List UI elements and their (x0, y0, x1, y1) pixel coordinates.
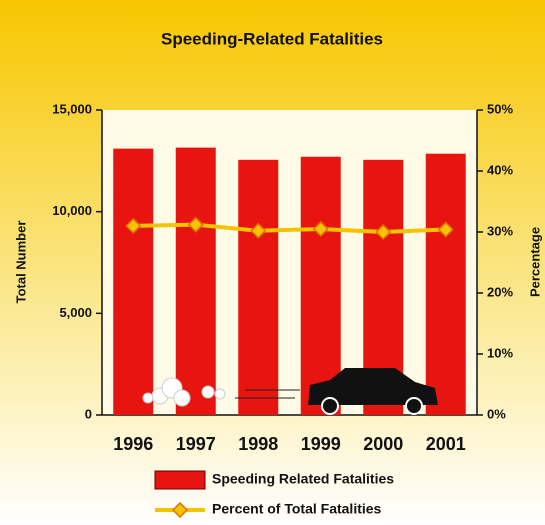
plot-area (102, 110, 477, 415)
x-tick-label: 2000 (363, 434, 403, 454)
x-tick-label: 1997 (176, 434, 216, 454)
marker (312, 220, 329, 238)
x-tick-label: 1996 (113, 434, 153, 454)
legend-label: Percent of Total Fatalities (212, 501, 382, 517)
x-tick-label: 1998 (238, 434, 278, 454)
y2-tick-label: 0% (487, 406, 506, 421)
y2-tick-label: 40% (487, 162, 513, 177)
bar (175, 147, 216, 415)
y-tick-label: 10,000 (52, 203, 92, 218)
x-tick-label: 2001 (426, 434, 466, 454)
bar (300, 156, 341, 415)
bar (425, 153, 466, 415)
y-tick-label: 15,000 (52, 101, 92, 116)
y-tick-label: 0 (85, 406, 92, 421)
marker (125, 217, 142, 234)
y2-tick-label: 50% (487, 101, 513, 116)
marker (375, 223, 392, 241)
y-axis-title: Total Number (13, 221, 28, 304)
y2-tick-label: 20% (487, 284, 513, 299)
y2-tick-label: 10% (487, 345, 513, 360)
marker (437, 221, 454, 238)
bar (238, 159, 279, 415)
legend-label: Speeding Related Fatalities (212, 471, 394, 487)
car-decoration (142, 368, 438, 415)
y-tick-label: 5,000 (59, 305, 92, 320)
legend-swatch (171, 501, 189, 519)
legend-swatch (154, 470, 206, 490)
marker (187, 216, 204, 233)
y2-tick-label: 30% (487, 223, 513, 238)
chart-title: Speeding-Related Fatalities (161, 29, 383, 48)
bar (113, 148, 154, 415)
line (133, 222, 446, 235)
marker (250, 222, 267, 239)
x-tick-label: 1999 (301, 434, 341, 454)
y2-axis-title: Percentage (527, 227, 542, 297)
